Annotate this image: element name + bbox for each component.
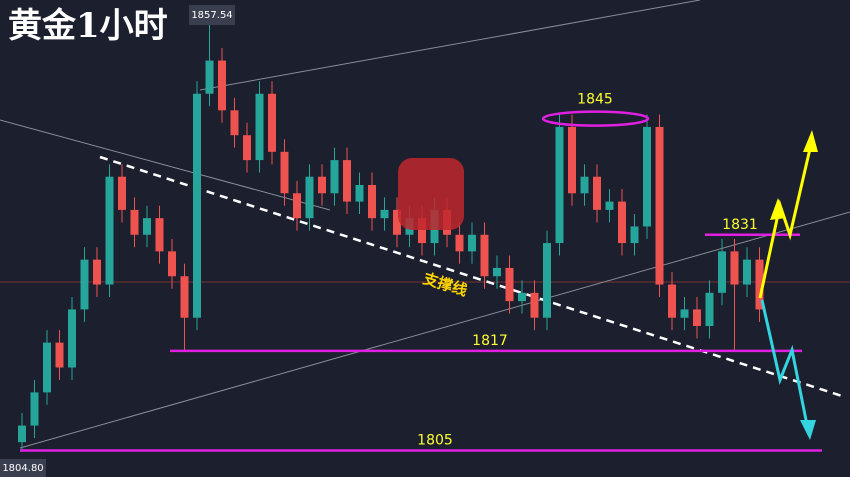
candle-body [743, 259, 751, 285]
candle-body [418, 218, 426, 244]
candle-body [243, 135, 251, 161]
candle-body [305, 176, 314, 219]
candle-body [580, 176, 589, 194]
candle-body [705, 292, 714, 327]
channel-line [19, 211, 850, 449]
low-label-box [0, 459, 46, 477]
arrow-head [770, 198, 786, 220]
candle-body [130, 209, 139, 235]
candle-body [755, 259, 764, 310]
candle-body [643, 126, 651, 227]
candle-body [93, 259, 101, 285]
candle-body [655, 126, 664, 285]
candle-body [368, 184, 376, 219]
candle-body [68, 309, 76, 368]
candle-body [730, 251, 739, 285]
candle-body [343, 160, 351, 202]
candle-body [118, 176, 126, 210]
candle-body [468, 234, 476, 252]
candle-body [105, 176, 114, 285]
candle-body [618, 201, 626, 244]
level-label: 1817 [472, 333, 508, 349]
level-label: 1805 [417, 432, 453, 448]
arrow-head [803, 130, 818, 152]
candle-body [30, 392, 39, 426]
candle-body [693, 309, 701, 327]
candle-body [43, 342, 51, 393]
candle-body [393, 209, 401, 235]
trend-line [0, 119, 331, 211]
candle-body [293, 193, 301, 219]
arrow-head [800, 420, 816, 440]
candle-body [680, 309, 689, 318]
candle-body [318, 176, 326, 194]
candle-body [605, 201, 614, 210]
candle-body [518, 292, 526, 302]
candle-body [455, 234, 464, 252]
candle-body [280, 151, 289, 194]
level-label: 1831 [722, 217, 758, 233]
candle-body [480, 234, 489, 277]
high-label-box [189, 5, 235, 25]
down-arrow [760, 299, 810, 431]
candle-body [718, 251, 726, 293]
high-label: 1857.54 [191, 10, 232, 21]
candle-body [218, 60, 226, 111]
support-line [99, 155, 843, 398]
candle-body [143, 218, 151, 235]
candle-body [593, 176, 601, 210]
channel-line [199, 0, 701, 91]
candle-body [55, 342, 64, 368]
candle-body [380, 209, 389, 219]
candle-body [168, 251, 176, 277]
candles [18, 14, 764, 453]
candle-body [330, 160, 339, 194]
candle-body [80, 259, 89, 310]
candle-body [230, 110, 239, 136]
level-label: 1845 [577, 92, 613, 108]
candle-body [155, 218, 164, 252]
low-label: 1804.80 [2, 463, 43, 474]
candle-body [255, 93, 264, 161]
candle-body [668, 284, 676, 318]
candle-body [180, 276, 189, 318]
candle-body [205, 60, 214, 94]
chart-title: 黄金1小时 [8, 6, 168, 46]
candle-body [193, 93, 201, 318]
candle-body [555, 126, 564, 244]
up-arrow [758, 139, 814, 299]
candle-body [268, 93, 276, 152]
candle-body [355, 184, 364, 202]
candle-body [630, 226, 639, 244]
candle-body [530, 292, 539, 318]
seal-stamp [398, 158, 464, 230]
candle-body [18, 425, 26, 443]
candle-body [568, 126, 576, 194]
candle-body [543, 243, 551, 318]
levels: 1845 1831 1817 1805 [20, 92, 822, 452]
candle-body [493, 267, 501, 277]
level-ellipse [541, 110, 650, 127]
candle-body [505, 267, 514, 302]
